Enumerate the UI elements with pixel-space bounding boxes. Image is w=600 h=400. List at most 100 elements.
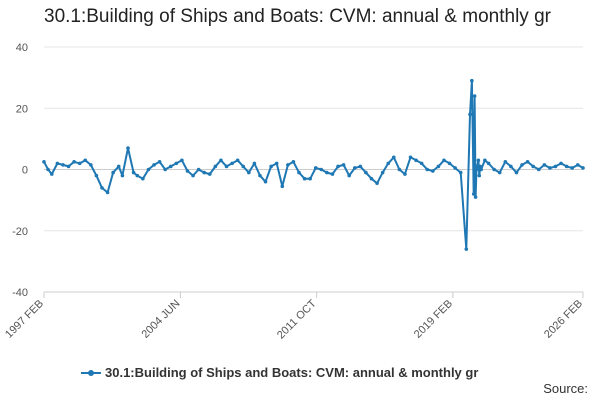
data-point[interactable]	[468, 112, 472, 117]
data-point[interactable]	[235, 158, 240, 163]
data-point[interactable]	[525, 160, 530, 164]
data-point[interactable]	[581, 166, 585, 170]
series-line[interactable]	[43, 79, 584, 251]
data-point[interactable]	[403, 172, 407, 176]
data-point[interactable]	[207, 172, 212, 176]
data-point[interactable]	[474, 167, 479, 172]
data-point[interactable]	[436, 164, 441, 169]
data-point[interactable]	[55, 161, 60, 166]
data-point[interactable]	[431, 169, 435, 173]
data-point[interactable]	[224, 164, 229, 169]
data-point[interactable]	[442, 158, 446, 163]
data-point[interactable]	[280, 184, 285, 189]
data-point[interactable]	[477, 173, 482, 178]
data-point[interactable]	[152, 163, 156, 167]
data-point[interactable]	[386, 161, 391, 166]
data-point[interactable]	[419, 161, 424, 166]
data-point[interactable]	[313, 166, 318, 170]
data-point[interactable]	[330, 172, 335, 176]
data-point[interactable]	[458, 170, 463, 175]
data-point[interactable]	[105, 190, 110, 195]
data-point[interactable]	[94, 173, 99, 178]
data-point[interactable]	[100, 186, 104, 190]
data-point[interactable]	[252, 161, 257, 166]
legend[interactable]: 30.1:Building of Ships and Boats: CVM: a…	[81, 365, 478, 380]
data-point[interactable]	[447, 161, 452, 166]
data-point[interactable]	[83, 158, 88, 163]
data-point[interactable]	[486, 161, 491, 166]
data-point[interactable]	[180, 158, 184, 163]
data-point[interactable]	[89, 163, 93, 167]
data-point[interactable]	[564, 164, 569, 169]
data-point[interactable]	[116, 164, 121, 169]
data-point[interactable]	[531, 164, 535, 169]
data-point[interactable]	[174, 161, 179, 166]
data-point[interactable]	[163, 167, 167, 172]
data-point[interactable]	[559, 161, 563, 166]
data-point[interactable]	[336, 164, 340, 169]
data-point[interactable]	[492, 167, 496, 172]
data-point[interactable]	[202, 170, 207, 175]
data-point[interactable]	[341, 163, 346, 167]
data-point[interactable]	[497, 170, 502, 175]
data-point[interactable]	[135, 173, 140, 178]
data-point[interactable]	[397, 167, 402, 172]
data-point[interactable]	[50, 172, 54, 176]
data-point[interactable]	[347, 173, 351, 178]
data-point[interactable]	[536, 167, 541, 172]
data-point[interactable]	[520, 163, 524, 167]
data-point[interactable]	[408, 155, 413, 160]
data-point[interactable]	[263, 179, 268, 184]
data-point[interactable]	[358, 164, 363, 169]
data-point[interactable]	[77, 161, 82, 166]
data-point[interactable]	[509, 164, 513, 169]
data-point[interactable]	[364, 170, 368, 175]
data-point[interactable]	[258, 173, 262, 178]
data-point[interactable]	[542, 163, 547, 167]
data-point[interactable]	[503, 160, 508, 164]
data-point[interactable]	[241, 164, 246, 169]
data-point[interactable]	[464, 247, 469, 251]
data-point[interactable]	[269, 164, 273, 169]
data-point[interactable]	[380, 170, 385, 175]
data-point[interactable]	[352, 166, 357, 170]
data-point[interactable]	[141, 176, 145, 181]
data-point[interactable]	[72, 160, 76, 164]
data-point[interactable]	[66, 164, 71, 169]
data-point[interactable]	[196, 167, 201, 172]
data-point[interactable]	[483, 158, 487, 163]
data-point[interactable]	[185, 169, 190, 173]
data-point[interactable]	[319, 167, 324, 172]
data-point[interactable]	[126, 146, 130, 150]
data-point[interactable]	[42, 160, 46, 164]
data-point[interactable]	[471, 192, 476, 196]
data-point[interactable]	[219, 158, 223, 163]
data-point[interactable]	[369, 176, 374, 181]
data-point[interactable]	[286, 163, 290, 167]
data-point[interactable]	[61, 163, 65, 167]
data-point[interactable]	[230, 161, 234, 166]
data-point[interactable]	[375, 181, 379, 186]
data-point[interactable]	[470, 78, 474, 83]
data-point[interactable]	[146, 167, 151, 172]
data-point[interactable]	[46, 167, 50, 172]
data-point[interactable]	[570, 166, 575, 170]
data-point[interactable]	[478, 164, 483, 169]
data-point[interactable]	[473, 195, 478, 199]
data-point[interactable]	[157, 160, 162, 164]
data-point[interactable]	[472, 94, 477, 98]
data-point[interactable]	[111, 170, 115, 175]
data-point[interactable]	[425, 167, 430, 172]
data-point[interactable]	[325, 170, 329, 175]
data-point[interactable]	[453, 166, 457, 170]
data-point[interactable]	[414, 158, 418, 163]
data-point[interactable]	[213, 164, 218, 169]
data-point[interactable]	[191, 173, 195, 178]
data-point[interactable]	[302, 176, 307, 181]
data-point[interactable]	[553, 164, 558, 169]
data-point[interactable]	[247, 170, 251, 175]
data-point[interactable]	[274, 161, 279, 166]
data-point[interactable]	[476, 158, 481, 163]
data-point[interactable]	[297, 170, 301, 175]
data-point[interactable]	[291, 160, 296, 164]
